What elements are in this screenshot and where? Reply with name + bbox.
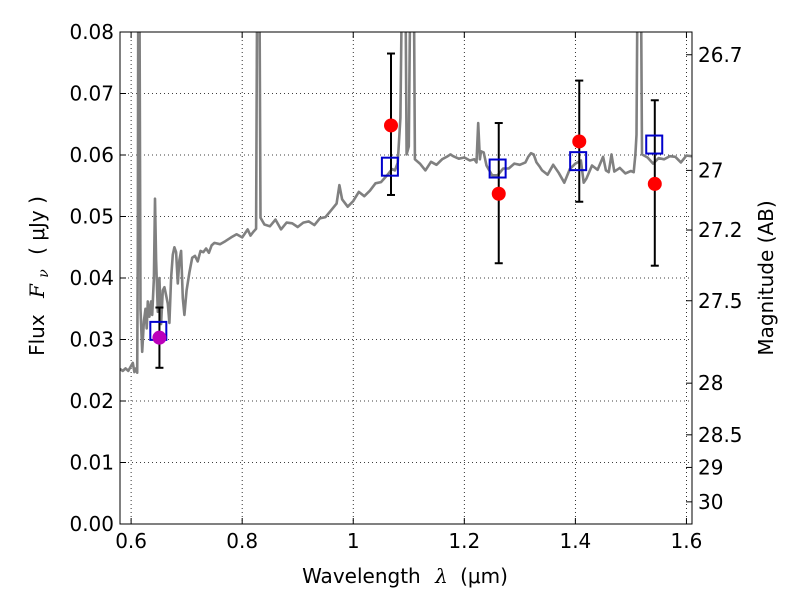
right-tick-label: 29 <box>698 455 723 479</box>
y-tick-label: 0.05 <box>69 205 114 229</box>
model-flux-square <box>488 158 507 179</box>
y-axis-unit: ( μJy ) <box>25 196 49 255</box>
x-axis-label: Wavelength λ (μm) <box>302 564 508 588</box>
right-tick-label: 28.5 <box>698 423 743 447</box>
x-tick-label: 1.6 <box>671 529 703 553</box>
observed-flux-point <box>647 176 662 191</box>
y-tick-label: 0.08 <box>69 20 114 44</box>
x-tick-label: 1 <box>347 529 360 553</box>
x-axis-unit: (μm) <box>460 564 508 588</box>
right-tick-label: 27.5 <box>698 289 743 313</box>
x-tick-label: 0.6 <box>115 529 147 553</box>
right-tick-label: 30 <box>698 490 723 514</box>
y-axis-symbol: F <box>25 283 49 299</box>
right-tick-label: 28 <box>698 371 723 395</box>
y-tick-label: 0.02 <box>69 389 114 413</box>
right-tick-label: 26.7 <box>698 43 743 67</box>
spectrum-line <box>120 32 692 374</box>
x-tick-label: 1.4 <box>559 529 591 553</box>
observed-flux-point <box>152 330 167 345</box>
x-axis-label-text: Wavelength <box>302 564 421 588</box>
spectrum-layer <box>120 32 692 374</box>
observed-flux-point <box>491 186 506 201</box>
y-axis-subscript: ν <box>36 269 52 278</box>
x-tick-label: 1.2 <box>448 529 480 553</box>
model-flux-square <box>569 151 588 172</box>
y-tick-label: 0.04 <box>69 266 114 290</box>
observed-flux-point <box>572 134 587 149</box>
y-tick-label: 0.06 <box>69 143 114 167</box>
x-tick-label: 0.8 <box>226 529 258 553</box>
y-tick-label: 0.01 <box>69 451 114 475</box>
right-axis-label: Magnitude (AB) <box>754 200 778 355</box>
model-flux-square <box>380 156 399 177</box>
ticks-layer: 0.6 0.8 1 1.2 1.4 1.6 0.00 0.01 0.02 0.03 0.04 0.05… <box>69 20 742 553</box>
y-tick-label: 0.00 <box>69 512 114 536</box>
observed-flux-point <box>384 118 399 133</box>
x-axis-symbol: λ <box>434 564 448 588</box>
y-tick-label: 0.03 <box>69 328 114 352</box>
data-points-layer <box>149 52 664 369</box>
right-tick-label: 27 <box>698 158 723 182</box>
right-tick-label: 27.2 <box>698 218 743 242</box>
y-tick-label: 0.07 <box>69 82 114 106</box>
y-axis-label: Flux F ν ( μJy ) <box>25 196 53 356</box>
model-flux-square <box>645 134 664 155</box>
y-axis-label-text: Flux <box>25 314 49 356</box>
